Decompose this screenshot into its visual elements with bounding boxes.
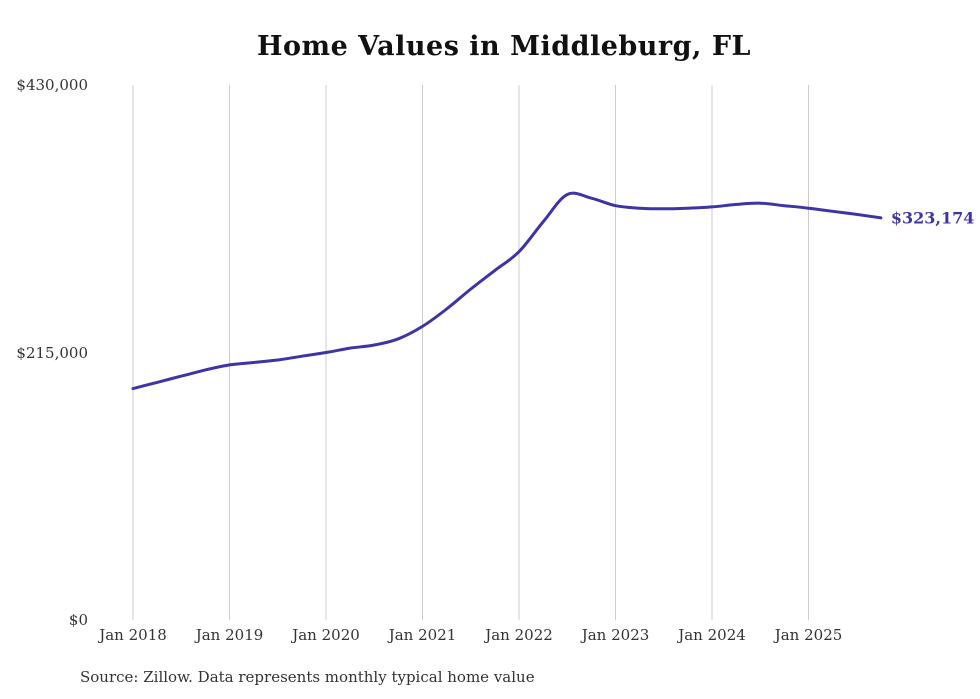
x-tick-label: Jan 2020 (292, 626, 360, 644)
value-line-series (131, 191, 883, 391)
x-tick-label: Jan 2019 (195, 626, 264, 644)
y-tick-label: $430,000 (16, 76, 88, 94)
x-tick-label: Jan 2021 (388, 626, 457, 644)
vertical-gridlines (132, 85, 809, 620)
source-note: Source: Zillow. Data represents monthly … (80, 668, 535, 686)
chart-title: Home Values in Middleburg, FL (257, 31, 751, 62)
latest-value-label: $323,174 (890, 208, 975, 228)
x-tick-label: Jan 2022 (485, 626, 553, 644)
x-tick-label: Jan 2025 (774, 626, 843, 644)
x-tick-label: Jan 2023 (581, 626, 650, 644)
x-tick-label: Jan 2018 (99, 626, 167, 644)
y-tick-label: $0 (68, 611, 88, 629)
y-tick-label: $215,000 (16, 343, 88, 362)
x-tick-label: Jan 2024 (678, 626, 746, 644)
